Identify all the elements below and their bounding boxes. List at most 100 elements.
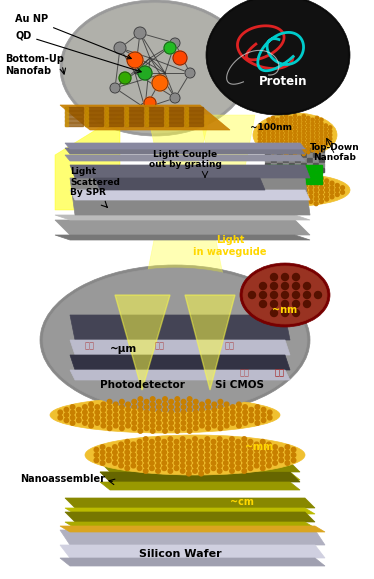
Circle shape	[83, 410, 87, 415]
Circle shape	[132, 426, 137, 431]
Circle shape	[125, 466, 129, 471]
Circle shape	[120, 400, 124, 404]
Polygon shape	[100, 482, 300, 490]
Circle shape	[311, 137, 314, 140]
Circle shape	[119, 448, 123, 452]
Bar	[105, 123, 123, 126]
Circle shape	[126, 423, 130, 428]
Circle shape	[279, 458, 283, 463]
Circle shape	[205, 442, 209, 446]
Circle shape	[288, 190, 292, 194]
Bar	[319, 148, 324, 152]
Circle shape	[156, 442, 160, 446]
Bar	[165, 111, 168, 114]
Ellipse shape	[240, 263, 330, 327]
Circle shape	[315, 131, 319, 135]
Circle shape	[187, 466, 191, 471]
Bar	[105, 115, 123, 118]
Text: Bottom-Up
Nanofab: Bottom-Up Nanofab	[5, 54, 64, 76]
Polygon shape	[55, 235, 310, 240]
Polygon shape	[70, 165, 310, 178]
Circle shape	[304, 174, 307, 178]
Circle shape	[119, 442, 123, 446]
Circle shape	[169, 426, 174, 431]
Circle shape	[144, 400, 149, 404]
Bar	[125, 111, 128, 114]
Circle shape	[282, 193, 286, 196]
Circle shape	[314, 201, 318, 206]
Circle shape	[138, 423, 142, 428]
Circle shape	[163, 408, 167, 412]
Circle shape	[144, 448, 148, 452]
Circle shape	[230, 437, 234, 441]
Circle shape	[272, 143, 275, 146]
Circle shape	[58, 415, 62, 420]
Circle shape	[298, 120, 301, 123]
Bar	[277, 158, 282, 162]
Circle shape	[263, 128, 266, 131]
Circle shape	[138, 66, 152, 80]
Circle shape	[150, 418, 155, 423]
Circle shape	[137, 450, 142, 455]
Circle shape	[70, 410, 75, 415]
Circle shape	[187, 471, 191, 476]
Circle shape	[270, 273, 278, 280]
Circle shape	[187, 408, 192, 412]
Circle shape	[170, 93, 180, 103]
Circle shape	[70, 405, 75, 409]
Circle shape	[199, 445, 203, 449]
Circle shape	[134, 27, 146, 39]
Bar	[283, 163, 288, 167]
Bar	[295, 163, 300, 167]
Circle shape	[125, 450, 129, 455]
Circle shape	[132, 400, 137, 404]
Bar	[313, 158, 318, 162]
Circle shape	[150, 461, 154, 465]
Circle shape	[242, 442, 246, 446]
Circle shape	[280, 131, 283, 135]
Bar	[289, 153, 294, 157]
Circle shape	[194, 426, 198, 431]
Circle shape	[273, 461, 277, 465]
Circle shape	[125, 439, 129, 444]
Bar	[295, 153, 300, 157]
Circle shape	[267, 181, 270, 185]
Text: Photodetector: Photodetector	[100, 380, 185, 390]
Circle shape	[193, 453, 197, 457]
Circle shape	[126, 418, 130, 423]
Circle shape	[169, 415, 174, 420]
Bar	[145, 115, 163, 118]
Circle shape	[276, 137, 279, 140]
Circle shape	[277, 177, 281, 181]
Circle shape	[324, 139, 327, 142]
Circle shape	[276, 145, 279, 148]
Circle shape	[89, 418, 94, 423]
Circle shape	[224, 418, 229, 423]
Bar	[165, 123, 183, 126]
Circle shape	[267, 453, 271, 457]
Circle shape	[58, 410, 62, 415]
Circle shape	[293, 137, 297, 140]
Circle shape	[307, 124, 310, 127]
Circle shape	[272, 128, 275, 131]
Circle shape	[261, 439, 265, 444]
Bar	[85, 115, 103, 118]
Polygon shape	[145, 235, 225, 285]
Bar	[185, 107, 203, 110]
Circle shape	[325, 197, 329, 201]
Polygon shape	[65, 508, 315, 514]
Circle shape	[289, 143, 292, 146]
Circle shape	[126, 413, 130, 417]
Circle shape	[307, 135, 310, 138]
Circle shape	[304, 179, 307, 183]
Circle shape	[206, 415, 210, 420]
Circle shape	[230, 421, 235, 425]
Bar	[271, 158, 276, 162]
Circle shape	[324, 135, 327, 138]
Circle shape	[315, 135, 319, 138]
Circle shape	[163, 402, 167, 406]
Bar	[309, 170, 315, 174]
Circle shape	[113, 418, 118, 423]
Bar	[267, 175, 273, 179]
Circle shape	[181, 426, 186, 431]
